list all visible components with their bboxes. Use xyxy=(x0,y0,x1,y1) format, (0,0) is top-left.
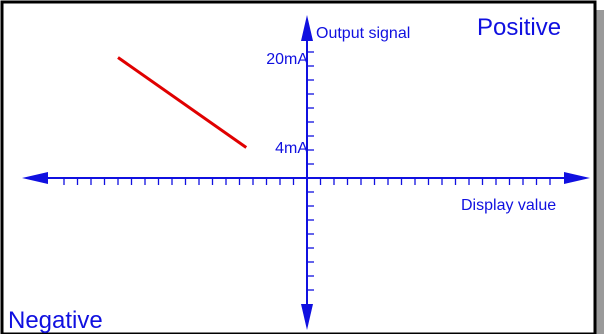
quadrant-label-negative: Negative xyxy=(8,307,103,334)
x-axis-arrow-left xyxy=(22,172,48,184)
series-line-0 xyxy=(117,56,248,149)
series-group xyxy=(117,56,248,149)
x-axis-arrow-right xyxy=(564,172,590,184)
frame-shadow xyxy=(596,10,604,334)
y-axis-label: Output signal xyxy=(316,25,410,42)
y-tick-label-4ma: 4mA xyxy=(275,140,308,157)
tick-marks xyxy=(63,51,551,291)
y-axis-arrow-up xyxy=(301,15,313,41)
axes xyxy=(22,15,590,330)
quadrant-label-positive: Positive xyxy=(477,14,561,41)
x-axis-label: Display value xyxy=(461,197,556,214)
y-tick-label-20ma: 20mA xyxy=(266,51,308,68)
y-axis-arrow-down xyxy=(301,304,313,330)
